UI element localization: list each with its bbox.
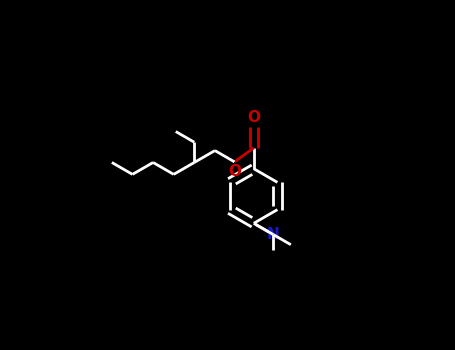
Text: O: O xyxy=(247,110,260,125)
Text: N: N xyxy=(267,227,280,242)
Text: O: O xyxy=(228,164,241,178)
